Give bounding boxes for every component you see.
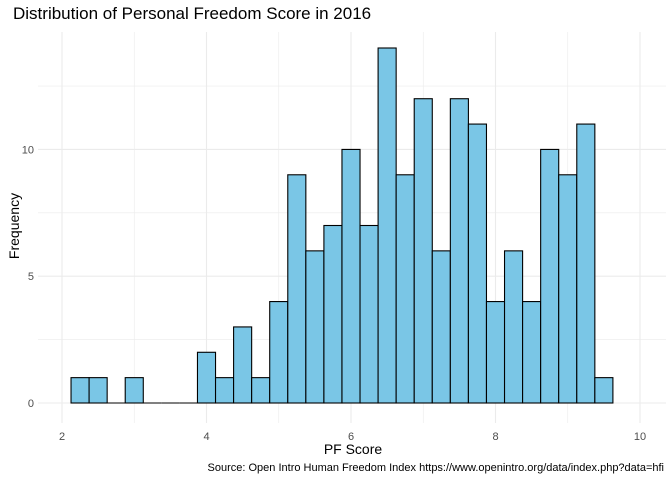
histogram-bar xyxy=(323,224,343,404)
x-tick-label: 8 xyxy=(492,431,498,443)
x-tick-label: 4 xyxy=(203,431,209,443)
histogram-bar xyxy=(558,174,578,404)
histogram-bar xyxy=(503,250,524,404)
histogram-bar xyxy=(214,377,235,404)
histogram-bar xyxy=(522,301,542,404)
histogram-bar xyxy=(395,174,415,404)
histogram-bar xyxy=(540,148,560,404)
histogram-bar xyxy=(359,224,379,404)
tick-labels: 2 4 6 8 10 0 5 10 xyxy=(22,144,646,443)
y-tick-label: 0 xyxy=(28,398,34,410)
histogram-bar xyxy=(449,98,469,404)
x-tick-label: 2 xyxy=(59,431,65,443)
x-axis-title: PF Score xyxy=(324,441,383,457)
histogram-bar xyxy=(431,250,451,404)
histogram-bar xyxy=(413,98,433,404)
y-axis-title: Frequency xyxy=(6,193,22,259)
histogram-bars xyxy=(70,47,614,404)
histogram-bar xyxy=(196,351,217,404)
histogram-bar xyxy=(287,174,307,404)
histogram-bar xyxy=(485,301,506,404)
histogram-bar xyxy=(341,148,361,404)
source-caption: Source: Open Intro Human Freedom Index h… xyxy=(208,462,664,474)
histogram-bar xyxy=(594,377,614,404)
histogram-bar xyxy=(124,377,144,404)
chart-title: Distribution of Personal Freedom Score i… xyxy=(13,4,372,23)
histogram-bar xyxy=(70,377,90,404)
y-tick-label: 5 xyxy=(28,271,34,283)
histogram-bar xyxy=(467,123,488,404)
histogram-bar xyxy=(377,47,397,404)
histogram-bar xyxy=(576,123,596,404)
y-tick-label: 10 xyxy=(22,144,34,156)
x-tick-label: 6 xyxy=(348,431,354,443)
histogram-bar xyxy=(269,301,289,404)
histogram-bar xyxy=(251,377,271,404)
x-tick-label: 10 xyxy=(634,431,646,443)
histogram-bar xyxy=(88,377,108,404)
histogram-bar xyxy=(233,326,253,404)
histogram-bar xyxy=(305,250,325,404)
